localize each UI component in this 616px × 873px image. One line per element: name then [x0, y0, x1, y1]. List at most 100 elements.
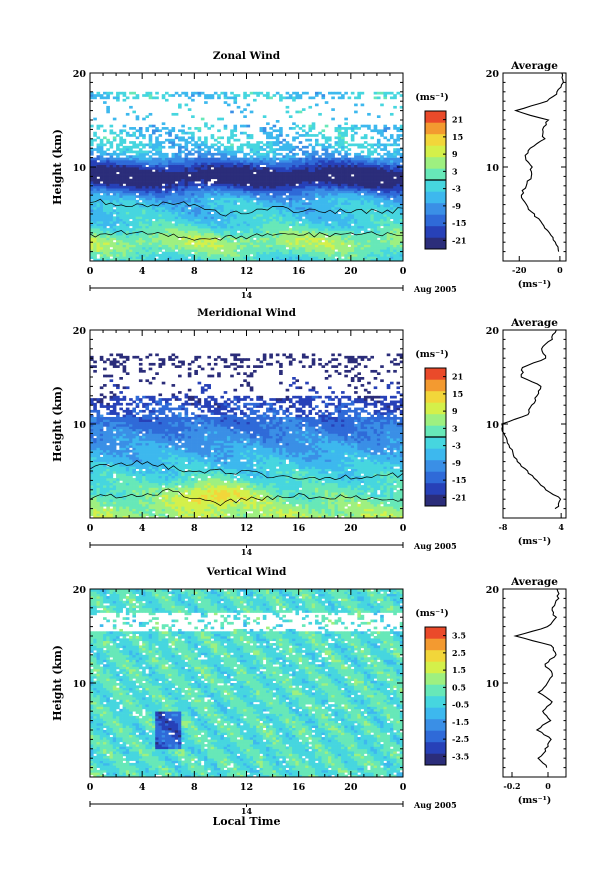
heatmap-cell: [239, 230, 244, 234]
heatmap-cell: [344, 164, 348, 168]
heatmap-cell: [354, 157, 358, 161]
heatmap-cell: [253, 148, 257, 151]
heatmap-cell: [161, 225, 166, 229]
heatmap-cell: [334, 174, 339, 177]
heatmap-cell: [99, 218, 104, 222]
heatmap-cell: [331, 188, 335, 191]
heatmap-cell: [311, 258, 316, 262]
heatmap-cell: [318, 249, 322, 252]
heatmap-cell: [295, 124, 300, 128]
heatmap-cell: [370, 136, 375, 140]
heatmap-cell: [99, 216, 104, 220]
heatmap-cell: [305, 138, 309, 142]
heatmap-cell: [96, 94, 101, 97]
heatmap-cell: [103, 246, 107, 250]
heatmap-cell: [301, 202, 306, 205]
heatmap-cell: [145, 94, 150, 97]
heatmap-cell: [112, 232, 117, 236]
heatmap-cell: [256, 197, 260, 201]
heatmap-cell: [112, 157, 117, 161]
heatmap-cell: [262, 242, 267, 245]
heatmap-cell: [279, 197, 283, 201]
heatmap-cell: [151, 195, 156, 198]
heatmap-cell: [328, 249, 332, 252]
heatmap-cell: [279, 199, 283, 203]
heatmap-cell: [298, 246, 303, 250]
heatmap-cell: [109, 197, 114, 201]
heatmap-cell: [367, 155, 371, 158]
heatmap-cell: [187, 235, 192, 238]
heatmap-cell: [116, 216, 120, 220]
heatmap-cell: [292, 211, 296, 215]
heatmap-cell: [305, 181, 309, 184]
heatmap-cell: [233, 197, 238, 201]
heatmap-cell: [272, 169, 277, 173]
heatmap-cell: [220, 164, 225, 168]
heatmap-cell: [230, 211, 234, 215]
heatmap-cell: [266, 164, 270, 168]
heatmap-cell: [269, 181, 273, 184]
heatmap-cell: [282, 239, 286, 243]
heatmap-cell: [213, 232, 218, 236]
heatmap-cell: [298, 181, 303, 184]
heatmap-cell: [233, 199, 238, 203]
heatmap-cell: [178, 221, 182, 224]
heatmap-cell: [246, 195, 251, 198]
heatmap-cell: [386, 199, 391, 203]
heatmap-cell: [233, 206, 238, 210]
heatmap-cell: [132, 249, 136, 252]
heatmap-cell: [230, 185, 234, 189]
heatmap-cell: [344, 155, 348, 158]
heatmap-cell: [90, 192, 94, 196]
heatmap-cell: [161, 164, 166, 168]
heatmap-cell: [275, 199, 280, 203]
heatmap-cell: [116, 253, 120, 257]
heatmap-cell: [285, 157, 290, 161]
heatmap-cell: [331, 202, 335, 205]
heatmap-cell: [161, 244, 166, 248]
heatmap-cell: [194, 91, 198, 95]
heatmap-cell: [301, 211, 306, 215]
heatmap-cell: [239, 145, 244, 149]
heatmap-cell: [99, 162, 104, 165]
heatmap-cell: [122, 190, 127, 194]
heatmap-cell: [109, 253, 114, 257]
heatmap-cell: [285, 143, 290, 147]
heatmap-cell: [122, 253, 127, 257]
heatmap-cell: [331, 235, 335, 238]
heatmap-cell: [207, 197, 211, 201]
heatmap-cell: [155, 185, 159, 189]
heatmap-cell: [145, 167, 150, 170]
heatmap-cell: [151, 197, 156, 201]
heatmap-cell: [328, 218, 332, 222]
heatmap-cell: [142, 232, 146, 236]
heatmap-cell: [125, 246, 130, 250]
heatmap-cell: [376, 131, 381, 135]
heatmap-cell: [383, 188, 388, 191]
heatmap-cell: [275, 239, 280, 243]
heatmap-cell: [119, 141, 123, 144]
heatmap-cell: [129, 249, 133, 252]
heatmap-cell: [328, 188, 332, 191]
heatmap-cell: [298, 183, 303, 187]
heatmap-cell: [285, 256, 290, 259]
heatmap-cell: [331, 150, 335, 154]
heatmap-cell: [99, 202, 104, 205]
heatmap-cell: [350, 157, 355, 161]
heatmap-cell: [318, 256, 322, 259]
heatmap-cell: [275, 157, 280, 161]
heatmap-cell: [103, 253, 107, 257]
heatmap-cell: [370, 204, 375, 208]
heatmap-cell: [341, 134, 345, 137]
heatmap-cell: [125, 209, 130, 212]
heatmap-cell: [151, 225, 156, 229]
heatmap-cell: [233, 96, 238, 100]
heatmap-cell: [171, 167, 176, 170]
heatmap-cell: [171, 155, 176, 158]
heatmap-cell: [226, 242, 231, 245]
heatmap-cell: [386, 244, 391, 248]
heatmap-cell: [158, 164, 163, 168]
heatmap-cell: [191, 164, 195, 168]
heatmap-cell: [93, 171, 97, 175]
heatmap-cell: [357, 167, 361, 170]
